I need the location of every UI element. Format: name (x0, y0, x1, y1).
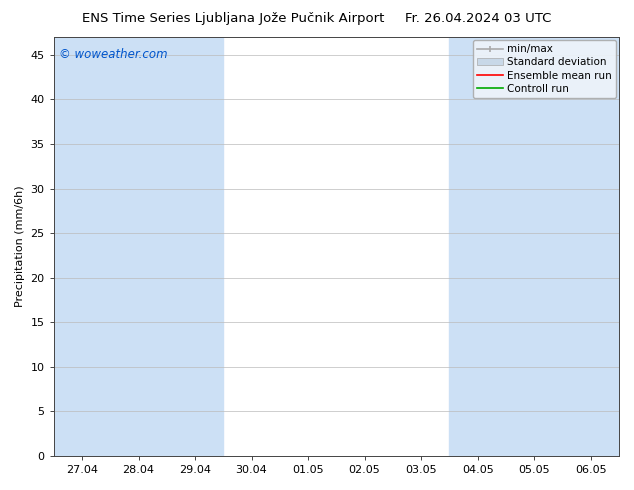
Legend: min/max, Standard deviation, Ensemble mean run, Controll run: min/max, Standard deviation, Ensemble me… (472, 40, 616, 98)
Text: ENS Time Series Ljubljana Jože Pučnik Airport: ENS Time Series Ljubljana Jože Pučnik Ai… (82, 12, 385, 25)
Bar (54, 37, 223, 456)
Y-axis label: Precipitation (mm/6h): Precipitation (mm/6h) (15, 186, 25, 307)
Text: © woweather.com: © woweather.com (60, 48, 168, 61)
Text: Fr. 26.04.2024 03 UTC: Fr. 26.04.2024 03 UTC (405, 12, 552, 25)
Bar (450, 37, 619, 456)
